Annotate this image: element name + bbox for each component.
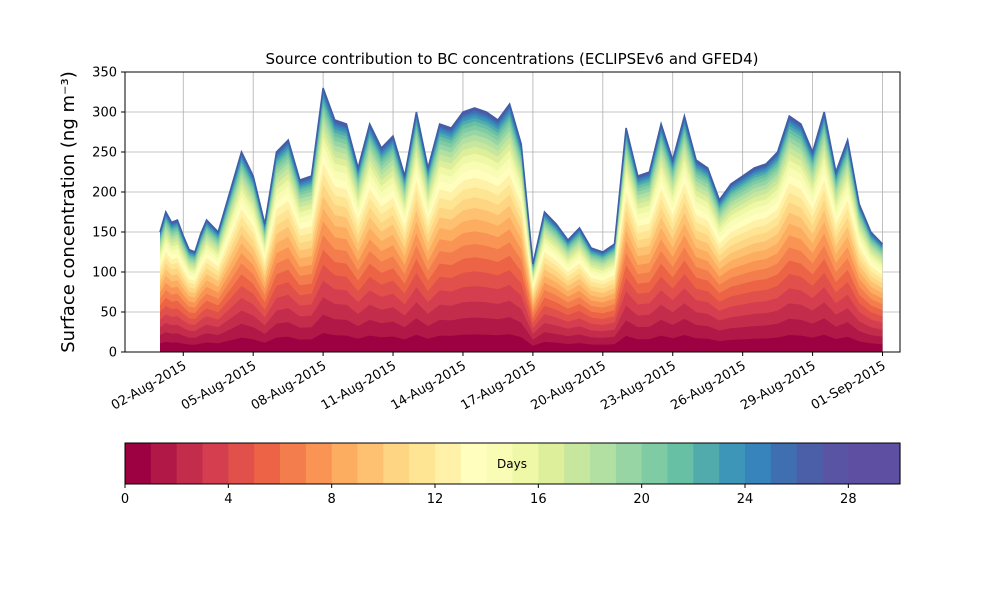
colorbar-tick-label: 0 [121, 492, 129, 507]
x-tick-label: 26-Aug-2015 [668, 358, 748, 413]
colorbar-swatch [280, 443, 307, 484]
colorbar-swatch [641, 443, 669, 484]
colorbar-tick-label: 4 [224, 492, 232, 507]
colorbar-tick-label: 28 [840, 492, 857, 507]
colorbar-swatch [848, 443, 875, 484]
y-tick-label: 250 [92, 146, 117, 161]
y-tick-label: 350 [92, 66, 117, 81]
colorbar-swatch [150, 443, 178, 484]
colorbar-swatch [770, 443, 798, 484]
colorbar-swatch [590, 443, 617, 484]
area-layer-day-0 [160, 333, 883, 352]
colorbar-swatch [460, 443, 488, 484]
colorbar-swatch [693, 443, 720, 484]
colorbar-swatch [254, 443, 281, 484]
colorbar-tick-label: 16 [530, 492, 547, 507]
x-tick-label: 29-Aug-2015 [738, 358, 818, 413]
x-tick-label: 01-Sep-2015 [809, 358, 889, 413]
colorbar-swatch [176, 443, 204, 484]
y-tick-label: 200 [92, 186, 117, 201]
total-outline [159, 87, 884, 265]
colorbar-frame [124, 442, 901, 485]
colorbar-tick-label: 20 [633, 492, 650, 507]
y-tick-label: 100 [92, 266, 117, 281]
colorbar-swatch [125, 443, 152, 484]
colorbar-swatch [202, 443, 229, 484]
colorbar-swatch [745, 443, 772, 484]
chart-title: Source contribution to BC concentrations… [265, 50, 758, 68]
colorbar-swatch [305, 443, 333, 484]
colorbar-swatch [667, 443, 694, 484]
colorbar-tick-label: 8 [328, 492, 336, 507]
colorbar-swatch [435, 443, 462, 484]
x-tick-label: 20-Aug-2015 [528, 358, 608, 413]
y-tick-label: 150 [92, 226, 117, 241]
y-axis-label: Surface concentration (ng m⁻³) [58, 71, 79, 353]
x-tick-label: 02-Aug-2015 [109, 358, 189, 413]
colorbar-swatch [512, 443, 539, 484]
colorbar: 0 4 8 12 16 20 24 28 [121, 442, 901, 507]
colorbar-swatch [409, 443, 436, 484]
colorbar-swatch [719, 443, 746, 484]
y-tick-label: 50 [100, 306, 117, 321]
x-axis-ticks: 02-Aug-201505-Aug-201508-Aug-201511-Aug-… [109, 352, 889, 414]
colorbar-label: Days [497, 457, 527, 471]
colorbar-swatch [538, 443, 565, 484]
x-tick-label: 08-Aug-2015 [249, 358, 329, 413]
stacked-areas [159, 87, 884, 353]
colorbar-swatch [383, 443, 410, 484]
y-tick-label: 0 [109, 346, 117, 361]
colorbar-swatch [331, 443, 359, 484]
colorbar-swatch [796, 443, 824, 484]
x-tick-label: 17-Aug-2015 [459, 358, 539, 413]
colorbar-swatch [564, 443, 591, 484]
colorbar-tick-label: 12 [427, 492, 444, 507]
y-axis-ticks: 0 50 100 150 200 250 300 350 [92, 66, 125, 361]
colorbar-swatch [228, 443, 255, 484]
colorbar-swatch [822, 443, 849, 484]
axes-frame [124, 71, 901, 353]
colorbar-tick-label: 24 [737, 492, 754, 507]
colorbar-swatch [874, 443, 901, 484]
plot-area [125, 71, 900, 353]
colorbar-swatch [357, 443, 384, 484]
x-tick-label: 05-Aug-2015 [179, 358, 259, 413]
y-tick-label: 300 [92, 106, 117, 121]
x-tick-label: 23-Aug-2015 [598, 358, 678, 413]
x-tick-label: 11-Aug-2015 [319, 358, 399, 413]
colorbar-swatch [486, 443, 514, 484]
x-tick-label: 14-Aug-2015 [389, 358, 469, 413]
colorbar-swatch [615, 443, 643, 484]
